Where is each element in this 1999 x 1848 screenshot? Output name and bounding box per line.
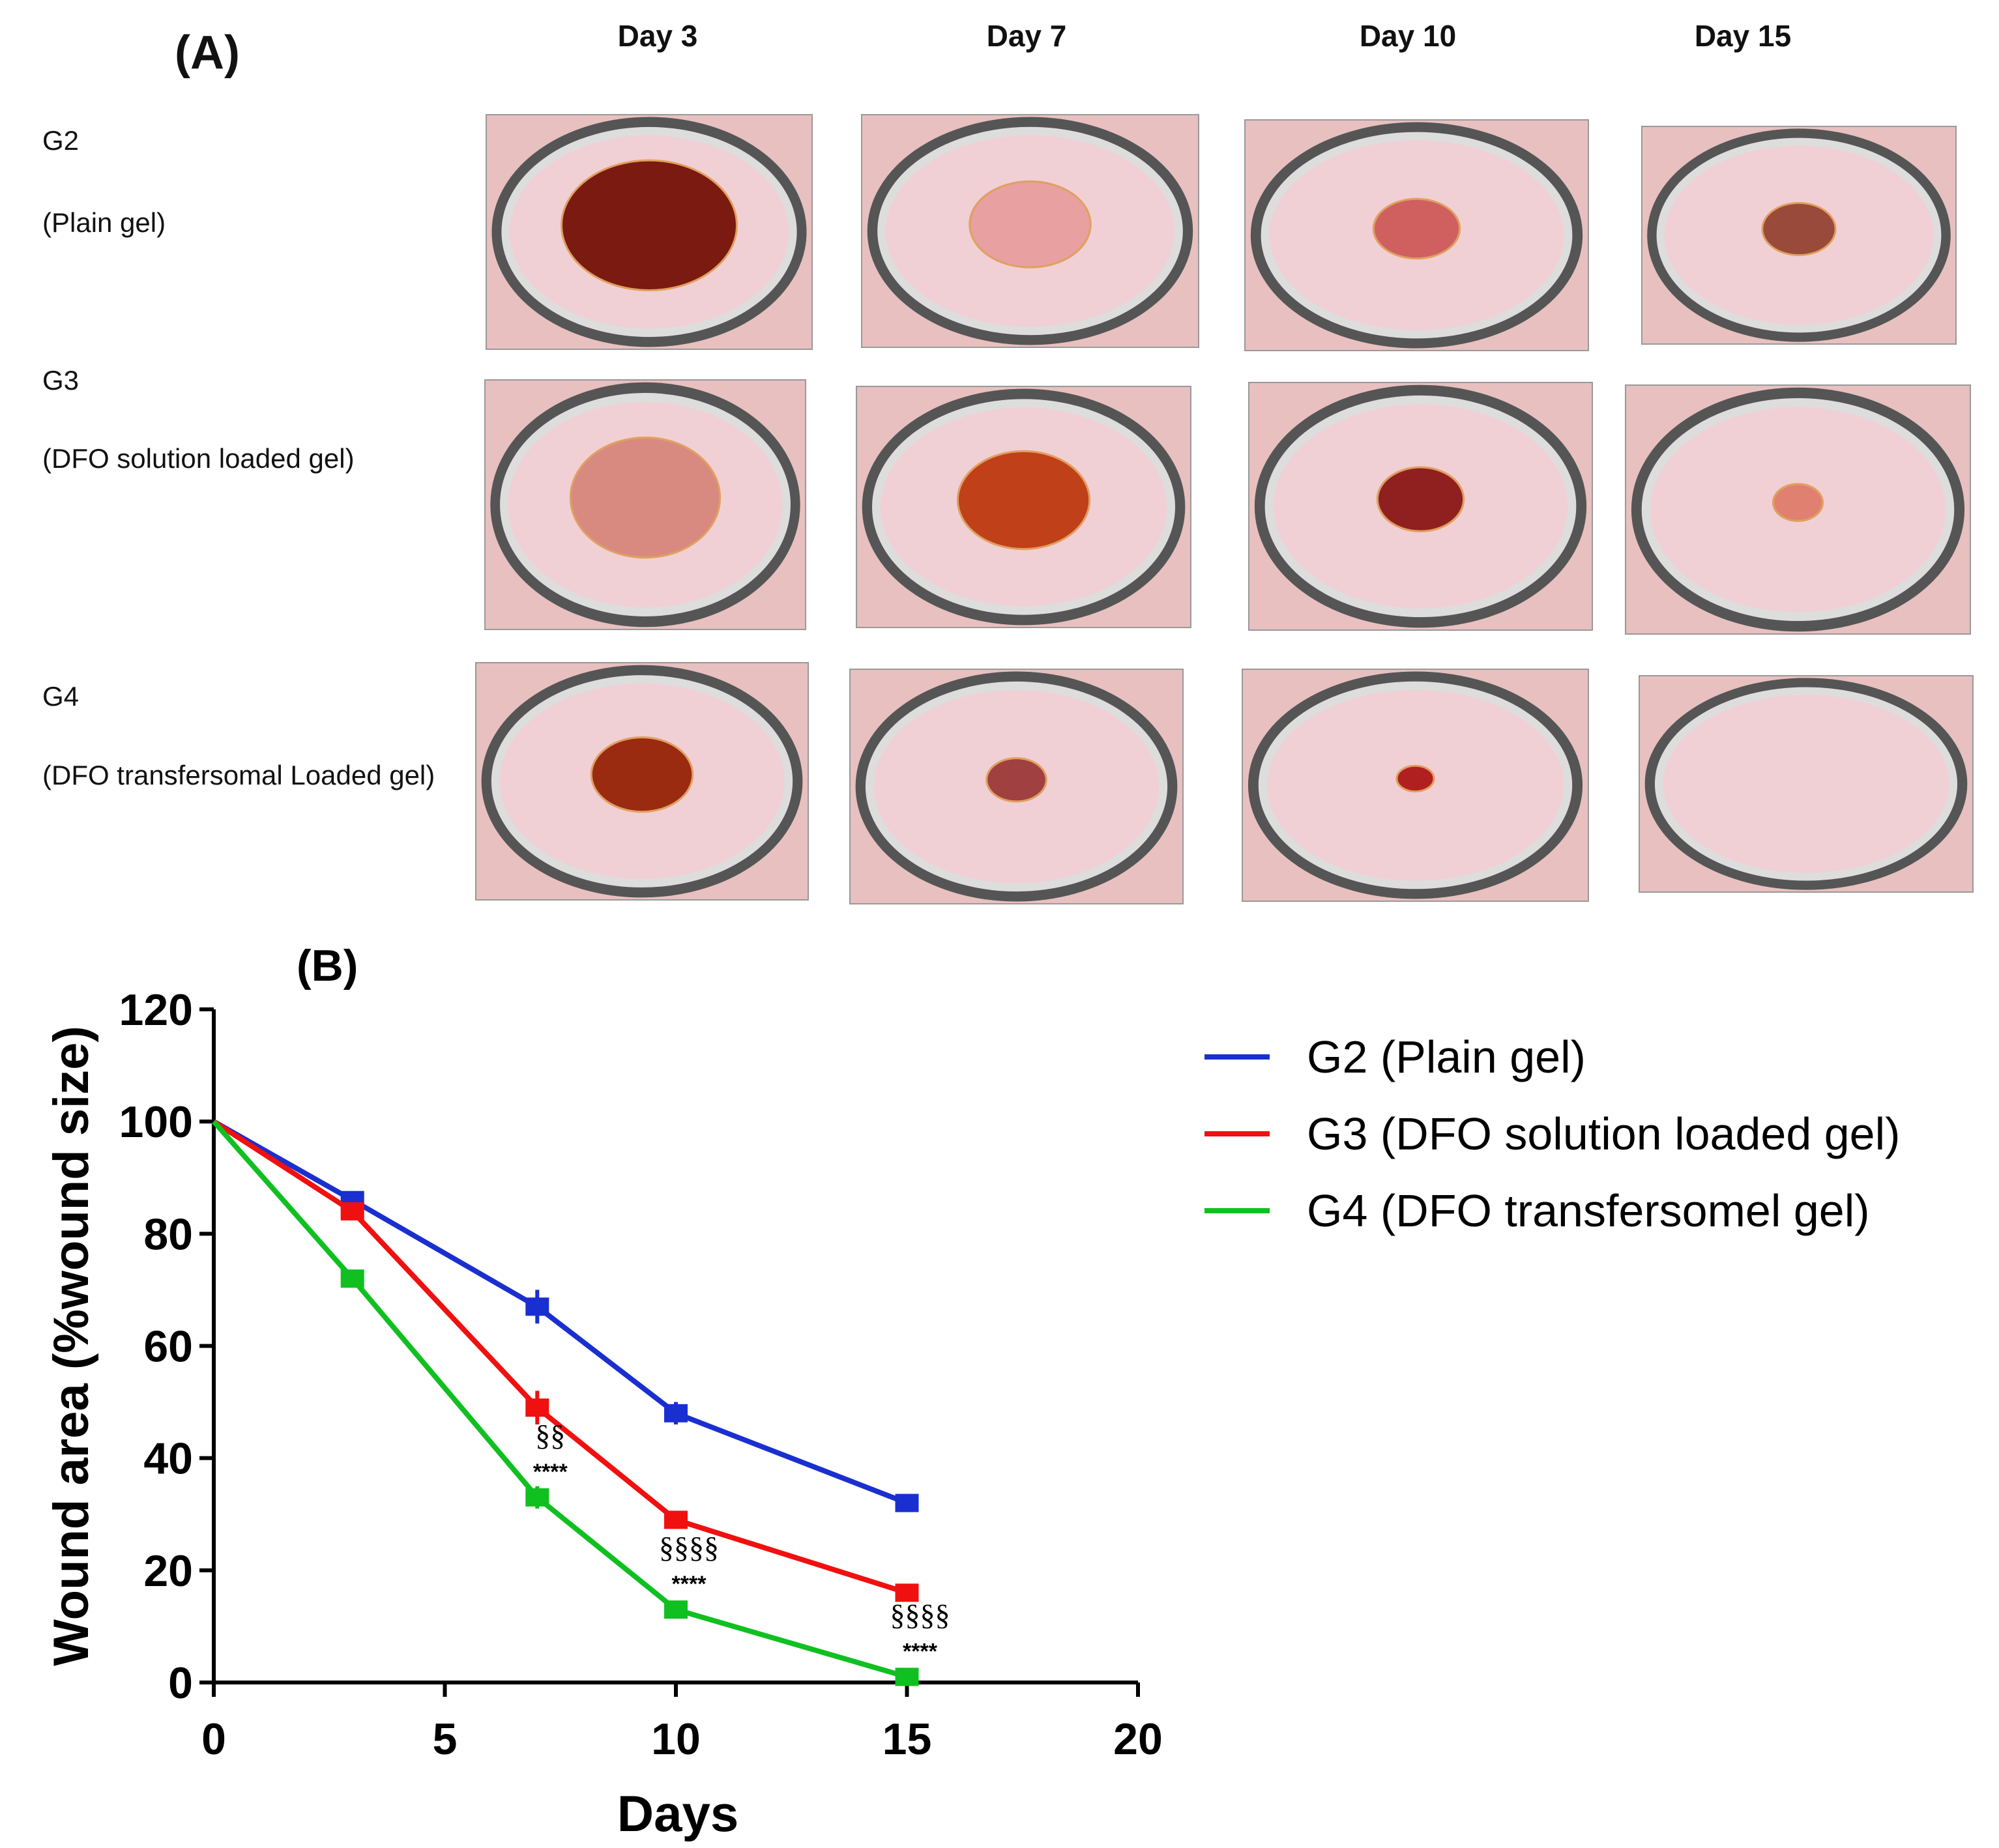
- wound-photo: [1625, 384, 1971, 635]
- y-tick-label: 120: [119, 985, 193, 1035]
- group-name: (Plain gel): [42, 207, 166, 238]
- day-label: Day 3: [617, 19, 698, 53]
- wound-photo: [861, 114, 1199, 348]
- data-point: [664, 1510, 688, 1529]
- y-axis-title: Wound area (%wound size): [44, 1026, 99, 1666]
- x-tick-label: 5: [433, 1714, 458, 1764]
- wound-photo: [1242, 669, 1589, 902]
- group-name: (DFO transfersomal Loaded gel): [42, 760, 435, 790]
- x-tick-label: 0: [201, 1714, 226, 1764]
- data-point: [895, 1668, 919, 1686]
- wound-photo: [1244, 119, 1589, 351]
- y-tick-label: 0: [168, 1658, 193, 1708]
- day-label: Day 10: [1359, 19, 1457, 53]
- x-tick-label: 15: [883, 1714, 932, 1764]
- wound-area-chart: 0 20 40 60 80 100 120 0 5 10 15 20 Days Wound area (%…: [44, 941, 1900, 1842]
- data-point: [340, 1202, 364, 1220]
- data-point: [340, 1269, 364, 1288]
- wound-photo: [1641, 126, 1957, 345]
- group-id: G3: [42, 365, 80, 396]
- day-label: Day 15: [1694, 19, 1792, 53]
- group-name: (DFO solution loaded gel): [42, 443, 355, 474]
- day-label: Day 7: [986, 19, 1067, 53]
- significance-mark: §§§§: [890, 1598, 950, 1631]
- significance-mark: §§: [535, 1419, 565, 1452]
- data-point: [895, 1583, 919, 1602]
- wound-photo: [484, 379, 806, 630]
- y-tick-label: 40: [143, 1434, 193, 1484]
- significance-mark: §§§§: [659, 1531, 719, 1564]
- wound-photo: [849, 669, 1184, 904]
- y-tick-label: 80: [143, 1209, 193, 1259]
- wound-photo: [486, 114, 813, 350]
- panel-a-label: (A): [175, 27, 240, 79]
- legend-label: G3 (DFO solution loaded gel): [1307, 1108, 1900, 1159]
- y-tick-label: 60: [143, 1322, 193, 1372]
- y-tick-label: 20: [143, 1546, 193, 1596]
- y-tick-label: 100: [119, 1097, 193, 1147]
- x-tick-label: 20: [1113, 1714, 1163, 1764]
- legend-label: G4 (DFO transfersomel gel): [1307, 1185, 1870, 1236]
- series-line: [212, 1119, 908, 1680]
- x-tick-label: 10: [651, 1714, 701, 1764]
- series-line: [212, 1119, 908, 1596]
- x-axis-title: Days: [617, 1785, 738, 1842]
- significance-mark: ****: [533, 1460, 568, 1484]
- wound-photo: [475, 662, 809, 901]
- wound-photo: [856, 386, 1191, 628]
- legend-label: G2 (Plain gel): [1307, 1032, 1586, 1082]
- panel-b-label: (B): [297, 941, 358, 990]
- significance-mark: ****: [672, 1572, 707, 1596]
- data-point: [525, 1398, 549, 1417]
- data-point: [664, 1404, 688, 1422]
- data-point: [664, 1600, 688, 1619]
- significance-mark: ****: [903, 1639, 938, 1664]
- data-point: [525, 1488, 549, 1507]
- wound-photo: [1248, 382, 1593, 631]
- data-point: [525, 1297, 549, 1316]
- group-id: G2: [42, 125, 80, 156]
- data-point: [895, 1494, 919, 1512]
- wound-photo: [1639, 675, 1974, 893]
- group-id: G4: [42, 681, 80, 712]
